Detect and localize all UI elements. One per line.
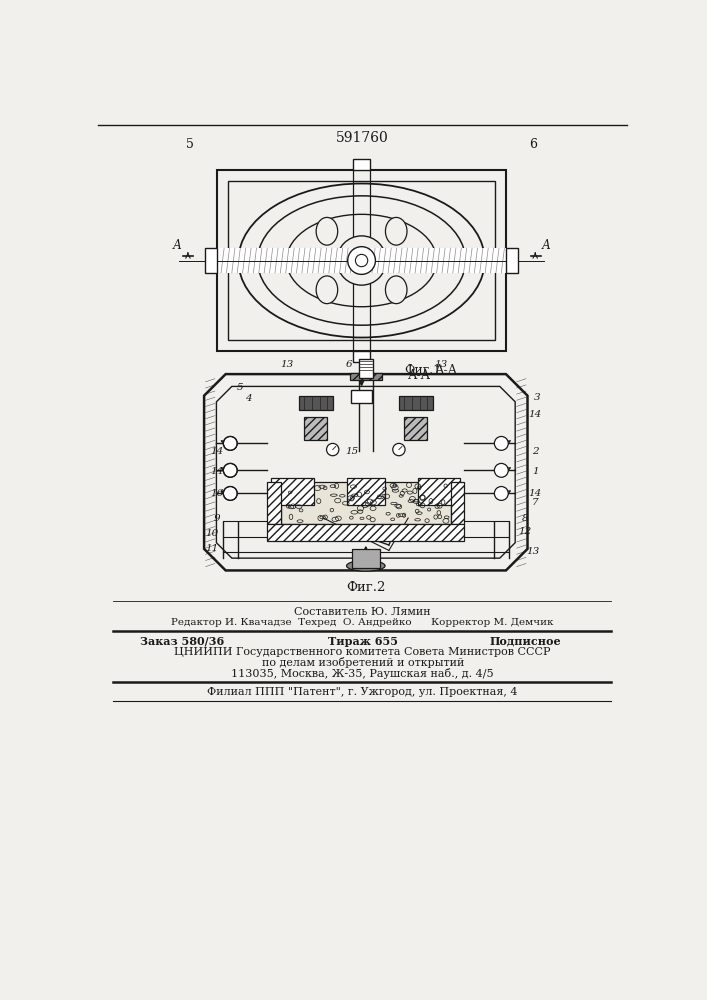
Bar xyxy=(205,248,217,273)
Circle shape xyxy=(337,236,386,285)
Bar xyxy=(404,417,428,440)
Bar xyxy=(359,359,373,378)
Text: Фиг.1: Фиг.1 xyxy=(404,364,441,377)
Text: 14: 14 xyxy=(529,489,542,498)
Bar xyxy=(353,159,370,170)
Text: 3: 3 xyxy=(533,393,540,402)
Text: Составитель Ю. Лямин: Составитель Ю. Лямин xyxy=(294,607,431,617)
Text: А: А xyxy=(542,239,551,252)
Text: 14: 14 xyxy=(529,410,542,419)
Text: 15: 15 xyxy=(345,447,358,456)
Circle shape xyxy=(494,436,508,450)
Ellipse shape xyxy=(404,250,434,271)
Ellipse shape xyxy=(346,560,385,571)
Text: 8: 8 xyxy=(522,514,529,523)
Text: 13: 13 xyxy=(434,360,447,369)
Text: Редактор И. Квачадзе  Техред  О. Андрейко      Корректор М. Демчик: Редактор И. Квачадзе Техред О. Андрейко … xyxy=(172,618,554,627)
Text: 6: 6 xyxy=(529,138,537,151)
Text: 12: 12 xyxy=(518,527,532,536)
Text: Фиг.2: Фиг.2 xyxy=(346,581,385,594)
Ellipse shape xyxy=(316,276,338,304)
Circle shape xyxy=(494,487,508,500)
Bar xyxy=(351,389,373,403)
Text: 5: 5 xyxy=(187,138,194,151)
Text: 13: 13 xyxy=(526,547,539,556)
Circle shape xyxy=(356,254,368,267)
Bar xyxy=(346,478,385,505)
Circle shape xyxy=(223,436,238,450)
Text: А-А: А-А xyxy=(408,369,431,382)
Bar xyxy=(353,351,370,362)
Text: Заказ 580/36: Заказ 580/36 xyxy=(141,636,225,647)
Circle shape xyxy=(327,443,339,456)
Text: 2: 2 xyxy=(532,447,539,456)
Text: Подписное: Подписное xyxy=(489,636,561,647)
Circle shape xyxy=(351,250,373,271)
Circle shape xyxy=(348,247,375,274)
Bar xyxy=(267,482,281,524)
Bar xyxy=(399,396,433,410)
Text: 10: 10 xyxy=(205,529,218,538)
Text: 4: 4 xyxy=(245,394,251,403)
Bar xyxy=(217,248,506,273)
Text: Тираж 655: Тираж 655 xyxy=(328,636,398,647)
Text: А-А: А-А xyxy=(435,364,458,377)
Circle shape xyxy=(494,463,508,477)
Text: 113035, Москва, Ж-35, Раушская наб., д. 4/5: 113035, Москва, Ж-35, Раушская наб., д. … xyxy=(231,668,494,679)
Text: 6: 6 xyxy=(346,360,352,369)
Text: 1: 1 xyxy=(532,467,539,476)
Circle shape xyxy=(223,463,238,477)
Polygon shape xyxy=(204,374,527,570)
Text: 11: 11 xyxy=(205,544,218,553)
Text: А: А xyxy=(173,239,182,252)
Text: 13: 13 xyxy=(280,360,293,369)
Bar xyxy=(304,417,327,440)
Bar xyxy=(450,482,464,524)
Text: 9: 9 xyxy=(214,514,221,523)
Bar xyxy=(271,478,314,505)
Ellipse shape xyxy=(289,250,318,271)
Circle shape xyxy=(223,487,238,500)
Text: 5: 5 xyxy=(237,383,244,392)
Text: 591760: 591760 xyxy=(337,131,389,145)
Bar xyxy=(281,482,450,524)
Bar xyxy=(418,478,460,505)
Ellipse shape xyxy=(316,217,338,245)
Bar xyxy=(267,524,464,541)
Ellipse shape xyxy=(385,276,407,304)
Text: ЦНИИПИ Государственного комитета Совета Министров СССР: ЦНИИПИ Государственного комитета Совета … xyxy=(175,647,551,657)
Bar xyxy=(228,181,495,340)
Circle shape xyxy=(393,443,405,456)
Text: 14: 14 xyxy=(211,447,224,456)
Text: 7: 7 xyxy=(532,498,539,507)
Text: 16: 16 xyxy=(211,489,224,498)
Bar xyxy=(352,549,380,568)
Bar xyxy=(217,170,506,351)
Text: Филиал ППП "Патент", г. Ужгород, ул. Проектная, 4: Филиал ППП "Патент", г. Ужгород, ул. Про… xyxy=(207,687,518,697)
Bar xyxy=(299,396,333,410)
Text: 14: 14 xyxy=(211,467,224,476)
Ellipse shape xyxy=(385,217,407,245)
Text: по делам изобретений и открытий: по делам изобретений и открытий xyxy=(262,657,464,668)
Bar xyxy=(506,248,518,273)
Bar xyxy=(350,373,382,380)
